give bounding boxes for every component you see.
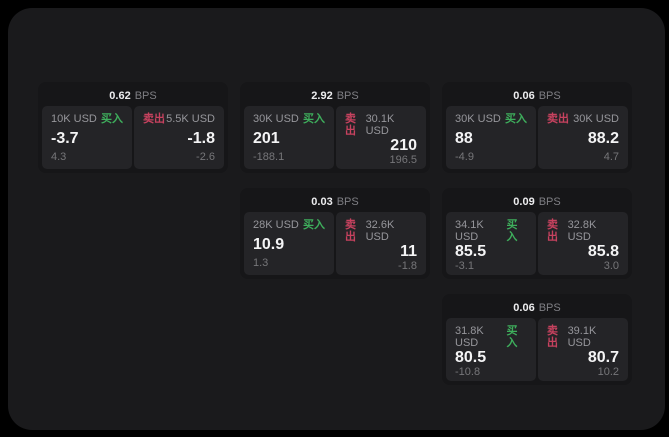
buy-tag: 买入: [303, 219, 325, 231]
sell-panel[interactable]: 卖出 32.6K USD 11 -1.8: [336, 212, 426, 275]
buy-tag: 买入: [101, 113, 123, 125]
sell-amount: 30.1K USD: [365, 113, 395, 137]
card-header: 0.06 BPS: [446, 298, 628, 318]
bps-value: 0.09: [513, 196, 535, 208]
sell-panel[interactable]: 卖出 32.8K USD 85.8 3.0: [538, 212, 628, 275]
price-panels: 28K USD 买入 10.9 1.3 卖出 32.6K USD 11 -1.8: [244, 212, 426, 275]
price-panels: 10K USD 买入 -3.7 4.3 卖出 5.5K USD -1.8 -2.…: [42, 106, 224, 169]
sell-panel[interactable]: 卖出 39.1K USD 80.7 10.2: [538, 318, 628, 381]
buy-amount: 31.8K USD: [455, 325, 484, 349]
sell-change: -1.8: [398, 260, 417, 272]
price-card-1: 0.62 BPS 10K USD 买入 -3.7 4.3 卖出 5.5K USD…: [38, 82, 228, 173]
buy-change: -4.9: [455, 151, 474, 163]
buy-tag: 买入: [506, 325, 518, 349]
price-card-3: 0.06 BPS 30K USD 买入 88 -4.9 卖出 30K USD 8…: [442, 82, 632, 173]
card-header: 2.92 BPS: [244, 86, 426, 106]
buy-price: 10.9: [253, 235, 285, 253]
bps-value: 0.03: [311, 196, 333, 208]
price-panels: 30K USD 买入 88 -4.9 卖出 30K USD 88.2 4.7: [446, 106, 628, 169]
bps-value: 0.06: [513, 90, 535, 102]
bps-unit-label: BPS: [538, 90, 561, 102]
sell-change: 196.5: [389, 154, 417, 166]
bps-unit-label: BPS: [538, 196, 561, 208]
buy-price: 80.5: [455, 349, 487, 366]
price-panels: 30K USD 买入 201 -188.1 卖出 30.1K USD 210 1…: [244, 106, 426, 169]
price-card-4: 0.03 BPS 28K USD 买入 10.9 1.3 卖出 32.6K US…: [240, 188, 430, 279]
buy-change: -10.8: [455, 366, 481, 378]
bps-unit-label: BPS: [538, 302, 561, 314]
sell-tag: 卖出: [547, 325, 558, 349]
sell-amount: 32.6K USD: [365, 219, 395, 243]
sell-tag: 卖出: [547, 113, 569, 125]
buy-amount: 30K USD: [455, 113, 501, 125]
sell-tag: 卖出: [345, 113, 356, 137]
sell-amount: 5.5K USD: [166, 113, 215, 125]
sell-tag: 卖出: [143, 113, 165, 125]
sell-tag: 卖出: [345, 219, 356, 243]
sell-price: 88.2: [587, 129, 619, 147]
sell-price: 85.8: [587, 243, 619, 260]
sell-panel[interactable]: 卖出 30K USD 88.2 4.7: [538, 106, 628, 169]
price-card-2: 2.92 BPS 30K USD 买入 201 -188.1 卖出 30.1K …: [240, 82, 430, 173]
bps-value: 0.06: [513, 302, 535, 314]
buy-price: 201: [253, 129, 280, 147]
sell-panel[interactable]: 卖出 5.5K USD -1.8 -2.6: [134, 106, 224, 169]
buy-panel[interactable]: 30K USD 买入 201 -188.1: [244, 106, 334, 169]
sell-price: 80.7: [587, 349, 619, 366]
price-panels: 34.1K USD 买入 85.5 -3.1 卖出 32.8K USD 85.8…: [446, 212, 628, 275]
buy-amount: 30K USD: [253, 113, 299, 125]
sell-panel[interactable]: 卖出 30.1K USD 210 196.5: [336, 106, 426, 169]
bps-value: 0.62: [109, 90, 131, 102]
price-card-6: 0.06 BPS 31.8K USD 买入 80.5 -10.8 卖出 39.1…: [442, 294, 632, 385]
buy-tag: 买入: [505, 113, 527, 125]
sell-change: 4.7: [603, 151, 619, 163]
card-header: 0.09 BPS: [446, 192, 628, 212]
sell-tag: 卖出: [547, 219, 558, 243]
sell-change: 3.0: [603, 260, 619, 272]
card-header: 0.62 BPS: [42, 86, 224, 106]
buy-tag: 买入: [303, 113, 325, 125]
buy-amount: 10K USD: [51, 113, 97, 125]
buy-amount: 34.1K USD: [455, 219, 484, 243]
bps-value: 2.92: [311, 90, 333, 102]
bps-unit-label: BPS: [336, 196, 359, 208]
sell-price: 210: [390, 137, 417, 154]
buy-amount: 28K USD: [253, 219, 299, 231]
buy-panel[interactable]: 34.1K USD 买入 85.5 -3.1: [446, 212, 536, 275]
buy-price: -3.7: [51, 129, 79, 147]
card-header: 0.03 BPS: [244, 192, 426, 212]
buy-change: -3.1: [455, 260, 474, 272]
sell-amount: 30K USD: [573, 113, 619, 125]
sell-amount: 39.1K USD: [567, 325, 597, 349]
card-header: 0.06 BPS: [446, 86, 628, 106]
buy-price: 88: [455, 129, 473, 147]
price-card-5: 0.09 BPS 34.1K USD 买入 85.5 -3.1 卖出 32.8K…: [442, 188, 632, 279]
bps-unit-label: BPS: [336, 90, 359, 102]
bps-unit-label: BPS: [134, 90, 157, 102]
sell-change: 10.2: [597, 366, 619, 378]
buy-panel[interactable]: 10K USD 买入 -3.7 4.3: [42, 106, 132, 169]
buy-change: 4.3: [51, 151, 67, 163]
sell-amount: 32.8K USD: [567, 219, 597, 243]
buy-panel[interactable]: 31.8K USD 买入 80.5 -10.8: [446, 318, 536, 381]
sell-price: -1.8: [187, 129, 215, 147]
buy-tag: 买入: [506, 219, 518, 243]
buy-panel[interactable]: 28K USD 买入 10.9 1.3: [244, 212, 334, 275]
app-surface: 0.62 BPS 10K USD 买入 -3.7 4.3 卖出 5.5K USD…: [8, 8, 665, 430]
sell-price: 11: [400, 243, 417, 260]
sell-change: -2.6: [196, 151, 215, 163]
buy-change: 1.3: [253, 257, 269, 269]
buy-change: -188.1: [253, 151, 285, 163]
buy-panel[interactable]: 30K USD 买入 88 -4.9: [446, 106, 536, 169]
price-panels: 31.8K USD 买入 80.5 -10.8 卖出 39.1K USD 80.…: [446, 318, 628, 381]
buy-price: 85.5: [455, 243, 487, 260]
